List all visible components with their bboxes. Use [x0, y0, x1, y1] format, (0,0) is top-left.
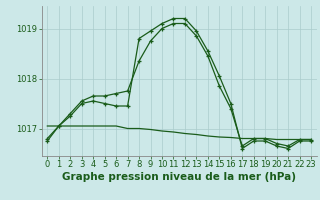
X-axis label: Graphe pression niveau de la mer (hPa): Graphe pression niveau de la mer (hPa)	[62, 172, 296, 182]
